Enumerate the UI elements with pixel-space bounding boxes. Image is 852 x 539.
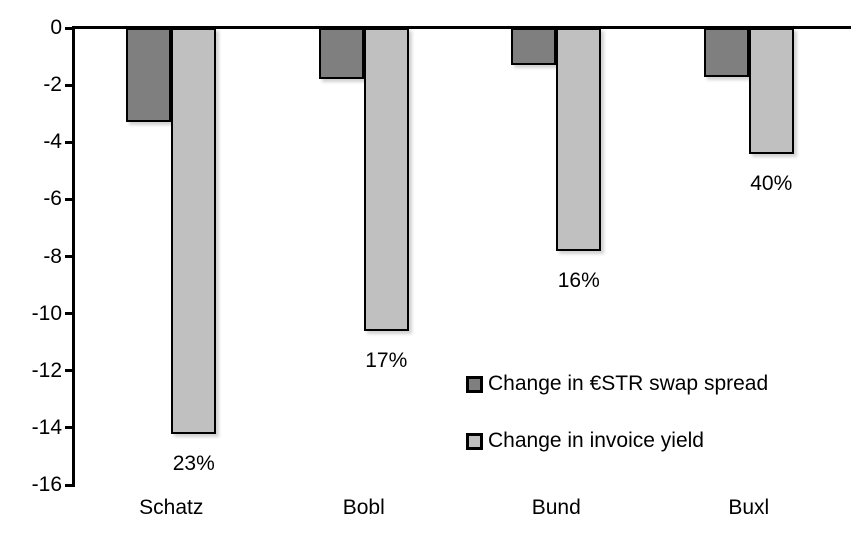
bar-value-label-bobl: 17% xyxy=(365,348,408,372)
y-tick-mark xyxy=(65,312,72,316)
x-category-label-buxl: Buxl xyxy=(728,496,770,519)
y-tick-label: -12 xyxy=(31,358,62,382)
bar-value-label-buxl: 40% xyxy=(750,171,793,195)
bar-spread-buxl xyxy=(703,28,749,77)
zero-baseline xyxy=(72,26,851,29)
y-tick-mark xyxy=(65,483,72,487)
bar-value-label-schatz: 23% xyxy=(172,451,215,475)
bar-spread-schatz xyxy=(126,28,172,123)
y-tick-mark xyxy=(65,369,72,373)
y-tick-mark xyxy=(65,83,72,87)
y-tick-mark xyxy=(65,426,72,430)
x-category-label-bund: Bund xyxy=(531,496,581,519)
legend-item-invoice-yield: Change in invoice yield xyxy=(466,429,768,453)
y-tick-mark xyxy=(65,140,72,144)
legend-swatch-swap-spread xyxy=(466,375,483,393)
legend: Change in €STR swap spread Change in inv… xyxy=(466,372,768,453)
x-category-label-schatz: Schatz xyxy=(139,496,204,519)
legend-label-invoice-yield: Change in invoice yield xyxy=(488,429,704,452)
legend-item-swap-spread: Change in €STR swap spread xyxy=(466,372,768,396)
bar-value-label-bund: 16% xyxy=(557,268,600,292)
bar-spread-bund xyxy=(511,28,557,66)
y-tick-label: -2 xyxy=(43,73,62,97)
bar-yield-buxl: 40% xyxy=(748,28,794,195)
legend-label-swap-spread: Change in €STR swap spread xyxy=(488,372,769,395)
y-axis-line xyxy=(72,26,75,487)
y-tick-label: -6 xyxy=(43,187,62,211)
y-tick-label: -10 xyxy=(31,301,62,325)
legend-swatch-invoice-yield xyxy=(466,432,483,450)
bar-yield-schatz: 23% xyxy=(171,28,217,475)
bar-yield-bobl: 17% xyxy=(363,28,409,372)
x-category-label-bobl: Bobl xyxy=(342,496,385,519)
y-tick-mark xyxy=(65,197,72,201)
y-tick-mark xyxy=(65,26,72,30)
y-tick-label: -16 xyxy=(31,473,62,496)
y-tick-label: -4 xyxy=(43,130,62,154)
y-tick-label: -14 xyxy=(31,415,62,439)
y-tick-label: 0 xyxy=(50,16,62,39)
y-tick-label: -8 xyxy=(43,244,62,268)
y-tick-mark xyxy=(65,255,72,258)
bar-yield-bund: 16% xyxy=(556,28,602,292)
bar-spread-bobl xyxy=(318,28,364,80)
